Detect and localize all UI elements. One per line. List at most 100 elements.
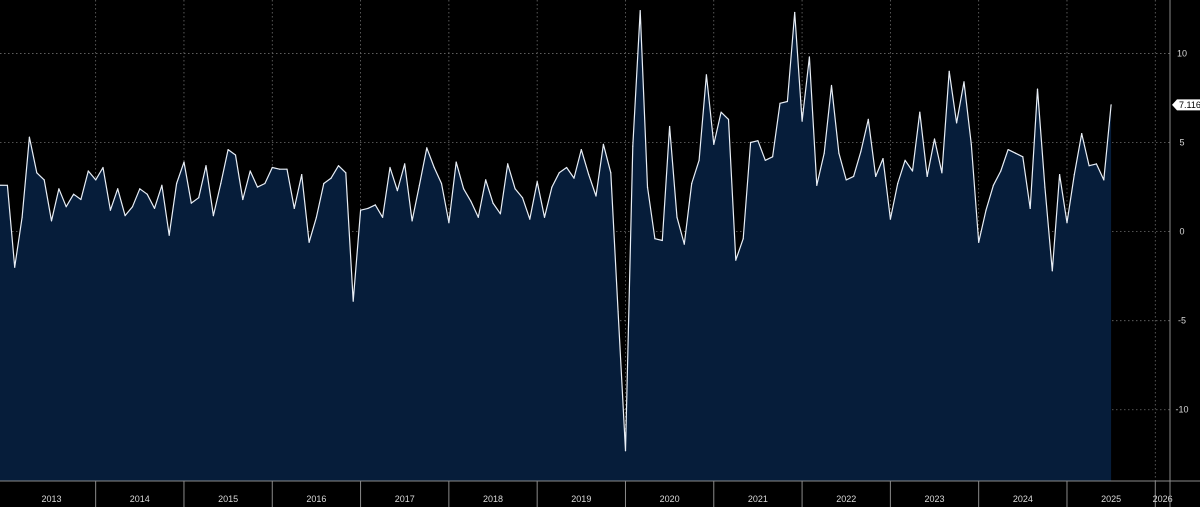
data-point	[212, 215, 214, 217]
data-point	[1066, 222, 1068, 224]
last-value-badge: 7.116	[1172, 99, 1200, 111]
data-point	[50, 220, 53, 222]
data-point	[65, 206, 67, 208]
data-point	[205, 165, 207, 167]
data-point	[610, 172, 612, 174]
data-point	[227, 149, 229, 151]
data-point	[573, 177, 575, 179]
data-point	[772, 156, 774, 158]
data-point	[514, 188, 516, 190]
data-point	[6, 184, 8, 186]
data-point	[779, 102, 781, 104]
data-point	[875, 175, 877, 177]
data-point	[161, 184, 163, 186]
data-point	[426, 147, 428, 149]
x-tick-label: 2018	[483, 494, 503, 504]
data-point	[146, 193, 148, 195]
x-tick-label: 2017	[395, 494, 415, 504]
data-point	[492, 202, 494, 204]
x-tick-label: 2019	[571, 494, 591, 504]
data-point	[264, 182, 266, 185]
data-point	[720, 111, 722, 113]
data-point	[293, 207, 295, 209]
data-point	[757, 140, 759, 142]
data-point	[1007, 149, 1009, 151]
data-point	[941, 172, 943, 174]
data-point	[507, 163, 509, 165]
data-point	[529, 218, 531, 220]
data-point	[36, 172, 38, 174]
data-point	[315, 216, 317, 218]
data-point	[308, 241, 310, 243]
data-point	[735, 259, 737, 261]
data-point	[823, 152, 825, 154]
data-point	[73, 193, 75, 195]
data-point	[1022, 156, 1024, 158]
data-point	[183, 161, 185, 163]
data-point	[639, 10, 641, 12]
data-point	[418, 184, 420, 186]
data-point	[220, 182, 222, 185]
data-point	[845, 179, 847, 181]
x-tick-label: 2016	[306, 494, 326, 504]
data-point	[624, 450, 627, 452]
data-point	[455, 161, 457, 163]
data-point	[956, 122, 958, 124]
x-tick-label: 2023	[925, 494, 945, 504]
y-tick-label: -10	[1175, 405, 1188, 415]
x-tick-label: 2022	[836, 494, 856, 504]
data-point	[80, 198, 82, 201]
data-point	[676, 216, 678, 218]
data-point	[21, 216, 23, 218]
data-point	[242, 198, 244, 201]
data-point	[28, 136, 30, 138]
data-point	[742, 238, 744, 240]
data-point	[683, 243, 685, 245]
data-point	[330, 177, 332, 179]
data-point	[477, 216, 479, 218]
data-point	[374, 204, 376, 206]
data-point	[661, 239, 663, 242]
data-point	[926, 175, 928, 177]
data-point	[139, 188, 141, 190]
data-point	[713, 143, 715, 145]
data-point	[249, 170, 251, 172]
data-point	[808, 56, 811, 58]
data-point	[234, 154, 237, 156]
data-point	[911, 170, 914, 172]
data-point	[588, 174, 590, 176]
data-point	[43, 179, 45, 181]
data-point	[448, 222, 450, 224]
data-point	[131, 206, 134, 208]
x-tick-label: 2024	[1013, 494, 1033, 504]
data-point	[838, 152, 840, 154]
data-point	[646, 186, 649, 188]
y-tick-label: 10	[1177, 48, 1187, 58]
y-tick-label: -5	[1178, 316, 1186, 326]
data-point	[764, 159, 766, 161]
data-point	[1081, 133, 1083, 135]
x-tick-label: 2020	[660, 494, 680, 504]
y-tick-label: 0	[1179, 227, 1184, 237]
data-point	[1110, 104, 1112, 106]
data-point	[382, 216, 384, 218]
data-point	[860, 150, 862, 152]
data-point	[566, 166, 568, 169]
data-point	[882, 158, 884, 160]
data-point	[337, 165, 340, 167]
data-point	[360, 209, 362, 211]
x-tick-label: 2015	[218, 494, 238, 504]
data-point	[1014, 152, 1017, 154]
data-point	[176, 182, 178, 185]
data-point	[198, 197, 200, 199]
data-point	[286, 168, 288, 170]
data-point	[521, 197, 524, 199]
data-point	[279, 168, 281, 170]
data-point	[698, 159, 700, 161]
data-point	[58, 188, 60, 190]
data-point	[830, 84, 833, 87]
data-point	[705, 74, 708, 76]
